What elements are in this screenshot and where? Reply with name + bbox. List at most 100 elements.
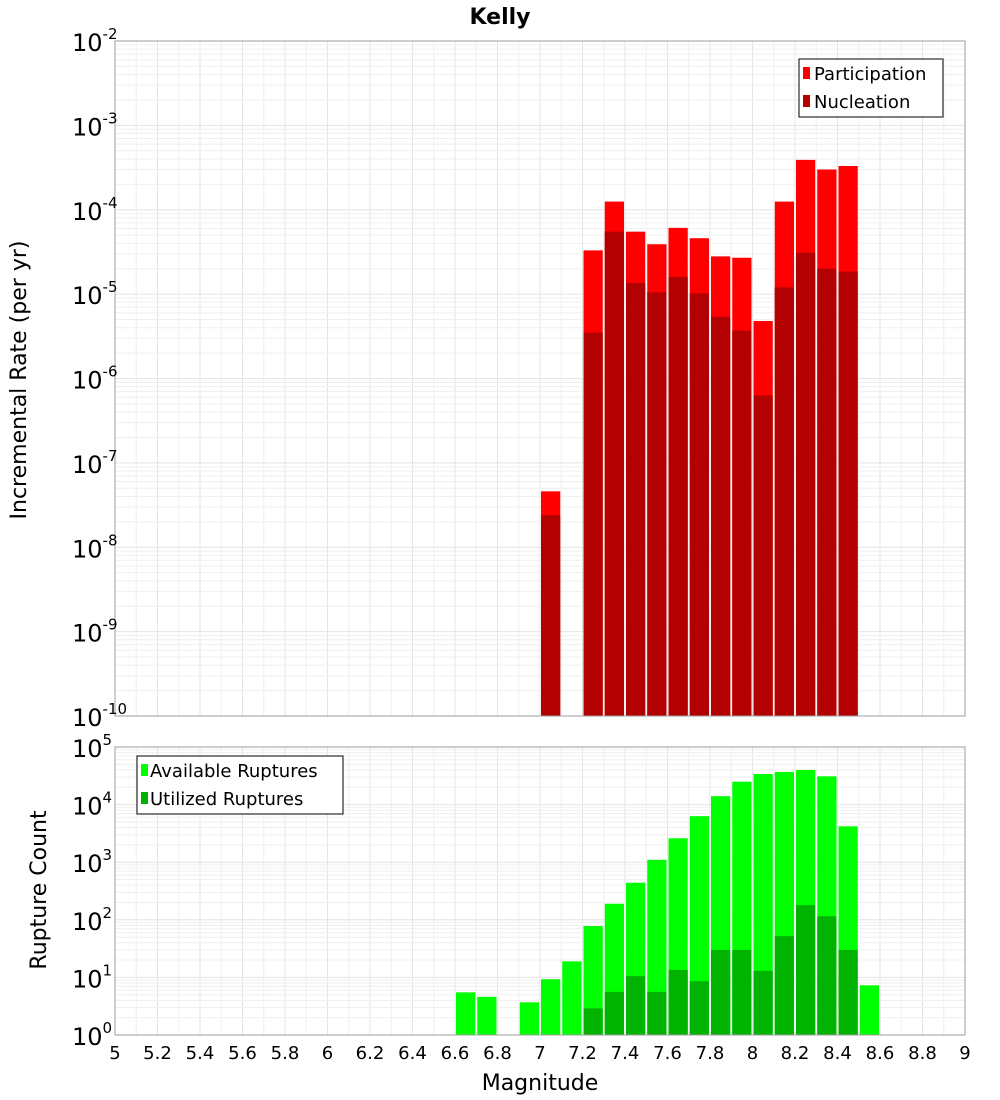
count-bar-a	[456, 992, 476, 1035]
rate-y-tick-label: 10-7	[72, 447, 118, 479]
count-bar-a	[541, 979, 561, 1035]
rate-y-tick-label: 10-4	[72, 194, 118, 226]
count-plot-frame	[114, 746, 966, 1036]
rate-bar-b	[583, 332, 603, 716]
x-tick-label: 6.4	[398, 1043, 427, 1064]
rate-bar-b	[689, 293, 709, 716]
x-tick-label: 6	[322, 1043, 333, 1064]
rate-bar-b	[626, 283, 646, 716]
count-bar-a	[753, 773, 773, 1035]
rate-y-tick-label: 10-8	[72, 531, 118, 563]
count-panel: 105 104 103 102 101 100 Rupture Count Availab…	[27, 731, 966, 1051]
rate-y-ticks: 10-2 10-3 10-4 10-5 10-6 10-7 10-8 10-9 10-10	[72, 25, 127, 732]
x-tick-label: 7.8	[696, 1043, 725, 1064]
count-bar-b	[689, 981, 709, 1035]
count-bar-a	[689, 816, 709, 1035]
x-tick-label: 6.2	[356, 1043, 385, 1064]
x-tick-label: 7.2	[568, 1043, 597, 1064]
rate-bar-b	[711, 316, 731, 716]
utilized-swatch	[141, 792, 148, 804]
available-swatch	[141, 764, 148, 776]
rate-y-tick-label: 10-10	[72, 700, 127, 732]
count-legend: Available Ruptures Utilized Ruptures	[136, 755, 344, 815]
count-bar-b	[668, 969, 688, 1035]
rate-bar-b	[604, 231, 624, 716]
count-bar-a	[859, 985, 879, 1035]
count-bar-b	[838, 949, 858, 1035]
count-y-tick-label: 101	[72, 961, 112, 993]
participation-swatch	[803, 67, 810, 79]
x-tick-label: 5	[109, 1043, 120, 1064]
rate-bar-b	[541, 515, 561, 716]
rate-bar-b	[647, 292, 667, 716]
chart-title: Kelly	[469, 5, 530, 30]
x-tick-label: 7.4	[611, 1043, 640, 1064]
x-tick-label: 8.8	[908, 1043, 937, 1064]
count-bar-a	[647, 859, 667, 1035]
count-bar-b	[817, 916, 837, 1035]
x-axis-label: Magnitude	[482, 1071, 599, 1096]
count-legend-box	[136, 755, 344, 815]
legend-participation: Participation	[814, 64, 926, 85]
count-bar-b	[626, 976, 646, 1035]
x-tick-label: 5.8	[271, 1043, 300, 1064]
x-tick-labels: 5 5.2 5.4 5.6 5.8 6 6.2 6.4 6.6 6.8 7 7.2 7.4 7.6 7.8 8…	[109, 1043, 970, 1064]
rate-bar-b	[817, 268, 837, 716]
count-bar-b	[711, 949, 731, 1035]
rate-bar-b	[796, 252, 816, 716]
count-bar-a	[519, 1002, 539, 1035]
x-tick-label: 6.6	[441, 1043, 470, 1064]
x-tick-label: 5.6	[228, 1043, 257, 1064]
x-tick-label: 8.4	[823, 1043, 852, 1064]
legend-utilized: Utilized Ruptures	[150, 789, 303, 810]
x-tick-label: 8.6	[866, 1043, 895, 1064]
count-bar-b	[647, 991, 667, 1035]
rate-bar-b	[774, 287, 794, 716]
rate-y-tick-label: 10-6	[72, 363, 118, 395]
count-bar-b	[753, 970, 773, 1035]
count-bar-b	[732, 949, 752, 1035]
x-tick-label: 5.4	[186, 1043, 215, 1064]
count-y-tick-label: 100	[72, 1019, 112, 1051]
nucleation-swatch	[803, 95, 810, 107]
rate-bar-b	[668, 276, 688, 716]
x-tick-label: 8.2	[781, 1043, 810, 1064]
count-y-tick-label: 105	[72, 731, 112, 763]
rate-y-tick-label: 10-9	[72, 616, 118, 648]
legend-available: Available Ruptures	[150, 761, 318, 782]
count-y-ticks: 105 104 103 102 101 100	[72, 731, 112, 1051]
x-tick-label: 9	[959, 1043, 970, 1064]
x-tick-label: 8	[747, 1043, 758, 1064]
count-y-axis-label: Rupture Count	[27, 810, 52, 970]
count-bar-a	[583, 926, 603, 1035]
count-bar-a	[477, 996, 497, 1035]
rate-bars	[541, 159, 858, 717]
rate-y-axis-label: Incremental Rate (per yr)	[7, 241, 32, 520]
count-bars	[456, 769, 879, 1035]
rate-y-tick-label: 10-3	[72, 109, 118, 141]
rate-y-tick-label: 10-5	[72, 278, 118, 310]
rate-legend: Participation Nucleation	[798, 58, 944, 118]
count-y-tick-label: 102	[72, 904, 112, 936]
count-bar-a	[562, 961, 582, 1035]
rate-y-tick-label: 10-2	[72, 25, 118, 57]
rate-panel: 10-2 10-3 10-4 10-5 10-6 10-7 10-8 10-9 10-10 In…	[7, 25, 966, 732]
rate-grid	[114, 41, 966, 717]
rate-plot-frame	[114, 40, 966, 717]
count-bar-b	[796, 905, 816, 1035]
legend-nucleation: Nucleation	[814, 92, 910, 113]
x-tick-label: 7	[534, 1043, 545, 1064]
count-y-tick-label: 104	[72, 789, 112, 821]
rate-bar-b	[838, 271, 858, 716]
x-tick-label: 5.2	[143, 1043, 172, 1064]
rate-bar-b	[732, 330, 752, 716]
x-tick-label: 7.6	[653, 1043, 682, 1064]
rate-bar-b	[753, 395, 773, 716]
rate-legend-box	[798, 58, 944, 118]
count-bar-b	[583, 1008, 603, 1035]
count-bar-b	[774, 936, 794, 1035]
count-y-tick-label: 103	[72, 846, 112, 878]
x-tick-label: 6.8	[483, 1043, 512, 1064]
count-bar-b	[604, 991, 624, 1035]
